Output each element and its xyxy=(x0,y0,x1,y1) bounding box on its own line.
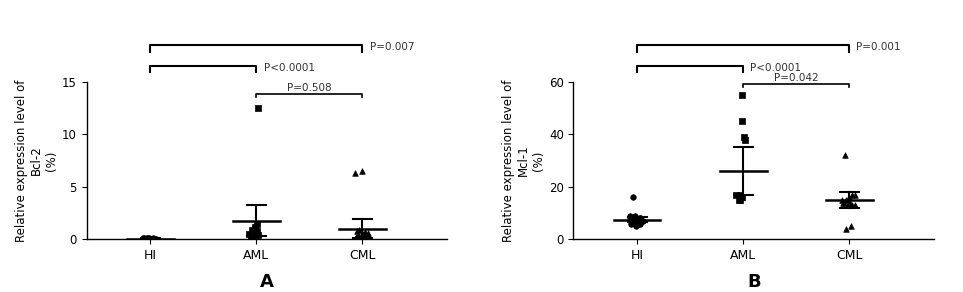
Point xyxy=(835,198,850,202)
Point xyxy=(845,192,860,197)
Point xyxy=(632,221,647,226)
Point xyxy=(247,230,262,234)
Point xyxy=(847,192,863,197)
Point xyxy=(622,216,638,221)
Point xyxy=(351,234,366,239)
Point xyxy=(348,171,363,175)
Point xyxy=(735,195,750,200)
Point xyxy=(358,235,374,240)
Point xyxy=(624,219,639,223)
Point xyxy=(245,228,260,232)
Point xyxy=(244,235,259,240)
Point xyxy=(622,213,638,218)
Point xyxy=(835,200,850,205)
Point xyxy=(623,221,638,226)
Point xyxy=(628,224,643,229)
Point xyxy=(247,225,263,229)
Point xyxy=(246,231,261,235)
Point xyxy=(250,233,266,238)
Point xyxy=(627,213,642,218)
Point xyxy=(351,234,367,239)
Point xyxy=(148,236,164,241)
Point xyxy=(357,230,373,234)
Point xyxy=(738,137,753,142)
Point xyxy=(733,198,748,202)
Point xyxy=(625,195,640,200)
Point xyxy=(841,203,856,208)
Point xyxy=(732,192,747,197)
Point xyxy=(844,224,859,229)
Point xyxy=(841,200,856,205)
Point xyxy=(360,233,376,238)
Point xyxy=(247,227,263,231)
Point xyxy=(731,198,746,202)
Point xyxy=(733,195,748,200)
Point xyxy=(625,216,640,221)
Point xyxy=(351,228,367,232)
Point xyxy=(847,203,863,208)
Point xyxy=(353,233,369,238)
Point xyxy=(249,229,265,233)
Text: P<0.0001: P<0.0001 xyxy=(264,62,315,73)
Point xyxy=(139,237,154,241)
Point xyxy=(837,153,852,158)
Point xyxy=(838,227,853,231)
X-axis label: A: A xyxy=(260,273,273,291)
Point xyxy=(735,119,750,124)
Point xyxy=(355,232,371,237)
Point xyxy=(138,236,153,241)
Point xyxy=(842,195,857,200)
Point xyxy=(141,236,156,241)
Point xyxy=(845,203,860,208)
Point xyxy=(628,219,643,223)
Point xyxy=(350,229,365,233)
Point xyxy=(737,135,752,139)
Point xyxy=(137,236,152,241)
Point xyxy=(242,232,257,237)
Point xyxy=(357,232,373,237)
Point xyxy=(250,106,266,110)
Point xyxy=(839,198,854,202)
Point xyxy=(360,231,376,235)
Text: P=0.007: P=0.007 xyxy=(370,42,414,52)
Point xyxy=(142,237,157,241)
Text: P=0.508: P=0.508 xyxy=(287,83,331,93)
Text: P=0.001: P=0.001 xyxy=(856,42,901,52)
Point xyxy=(635,219,650,223)
Y-axis label: Relative expression level of
Mcl-1
(%): Relative expression level of Mcl-1 (%) xyxy=(502,79,545,242)
Point xyxy=(135,236,150,241)
Point xyxy=(836,200,851,205)
Point xyxy=(142,236,157,241)
Point xyxy=(843,200,858,205)
Point xyxy=(145,236,161,241)
Point xyxy=(630,221,645,226)
Point xyxy=(354,169,370,173)
Point xyxy=(348,235,363,240)
Point xyxy=(628,219,643,223)
Point xyxy=(633,216,648,221)
Point xyxy=(141,236,156,241)
Text: P=0.042: P=0.042 xyxy=(774,73,819,83)
Point xyxy=(355,236,371,241)
Point xyxy=(143,236,159,241)
Point xyxy=(138,237,153,241)
Y-axis label: Relative expression level of
Bcl-2
(%): Relative expression level of Bcl-2 (%) xyxy=(14,79,58,242)
Point xyxy=(627,216,642,221)
Text: P<0.0001: P<0.0001 xyxy=(750,62,801,73)
Point xyxy=(140,236,155,241)
Point xyxy=(632,216,647,221)
X-axis label: B: B xyxy=(747,273,761,291)
Point xyxy=(145,236,161,241)
Point xyxy=(249,221,265,226)
Point xyxy=(735,93,750,97)
Point xyxy=(246,229,261,233)
Point xyxy=(247,234,263,239)
Point xyxy=(728,192,743,197)
